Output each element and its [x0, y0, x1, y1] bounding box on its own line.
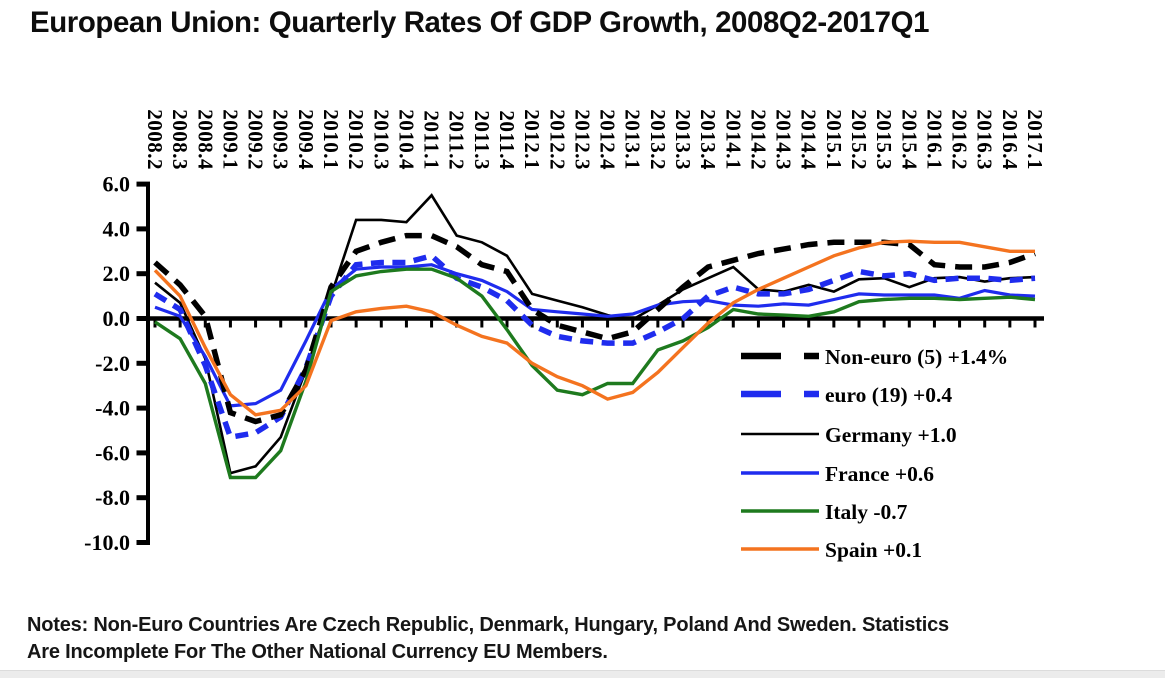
- x-axis-tick-label: 2015.3: [872, 109, 896, 170]
- legend-label-euro: euro (19) +0.4: [825, 383, 952, 407]
- x-axis-tick-label: 2009.1: [218, 109, 242, 170]
- x-axis-tick-label: 2011.2: [445, 110, 469, 170]
- x-axis-tick-label: 2012.1: [520, 109, 544, 170]
- x-axis-tick-label: 2016.2: [948, 109, 972, 170]
- y-axis-tick-label: -2.0: [95, 351, 130, 376]
- x-axis-tick-label: 2013.3: [671, 109, 695, 170]
- legend-label-spain: Spain +0.1: [825, 538, 922, 562]
- x-axis-tick-label: 2009.4: [294, 109, 318, 170]
- chart-title: European Union: Quarterly Rates Of GDP G…: [30, 6, 930, 39]
- series-line-france: [154, 263, 1036, 408]
- x-axis-tick-label: 2014.2: [746, 109, 770, 170]
- x-axis-tick-label: 2008.2: [143, 109, 167, 170]
- x-axis-tick-label: 2011.1: [420, 110, 444, 170]
- x-axis-tick-label: 2015.2: [847, 109, 871, 170]
- x-axis-tick-label: 2014.3: [772, 109, 796, 170]
- bottom-scroll-strip[interactable]: [0, 670, 1165, 678]
- notes-line-2: Are Incomplete For The Other National Cu…: [27, 640, 608, 663]
- series-line-italy: [154, 267, 1036, 480]
- x-axis-tick-label: 2016.3: [973, 109, 997, 170]
- legend-label-italy: Italy -0.7: [825, 500, 908, 524]
- y-axis-tick-label: 2.0: [103, 261, 131, 286]
- x-axis-tick-label: 2016.1: [922, 109, 946, 170]
- x-axis-tick-label: 2013.1: [621, 109, 645, 170]
- x-axis-tick-label: 2015.1: [822, 109, 846, 170]
- y-axis-tick-label: -4.0: [95, 396, 130, 421]
- y-axis-tick-label: 6.0: [103, 172, 131, 197]
- x-axis-tick-label: 2010.2: [344, 109, 368, 170]
- y-axis-tick-label: -8.0: [95, 485, 130, 510]
- x-axis-tick-label: 2009.3: [269, 109, 293, 170]
- gdp-growth-chart: 6.0 4.0 2.0 0.0 -2.0 -4.0 -6.0 -8.0 -10.0 2008.2 2…: [84, 109, 1047, 562]
- x-axis-tick-label: 2015.4: [897, 109, 921, 170]
- notes-line-1: Notes: Non-Euro Countries Are Czech Repu…: [27, 614, 949, 636]
- legend-label-france: France +0.6: [825, 462, 934, 486]
- x-axis-tick-label: 2011.3: [470, 110, 494, 170]
- legend-label-germany: Germany +1.0: [825, 423, 957, 447]
- x-axis-tick-label: 2009.2: [244, 109, 268, 170]
- y-axis-tick-label: -10.0: [84, 530, 130, 555]
- x-axis-tick-label: 2010.4: [394, 109, 418, 170]
- y-axis-tick-label: -6.0: [95, 440, 130, 465]
- x-axis-tick-label: 2014.4: [797, 109, 821, 170]
- x-axis-tick-label: 2011.4: [495, 110, 519, 170]
- x-axis-tick-label: 2012.3: [570, 109, 594, 170]
- x-axis-tick-label: 2010.3: [369, 109, 393, 170]
- x-axis-tick-label: 2014.1: [721, 109, 745, 170]
- series-line-spain: [153, 239, 1035, 417]
- x-axis-tick-label: 2013.4: [696, 109, 720, 170]
- x-axis-tick-label: 2016.4: [998, 109, 1022, 170]
- y-axis-tick-label: 4.0: [103, 216, 131, 241]
- legend-label-non-euro: Non-euro (5) +1.4%: [825, 345, 1008, 369]
- x-axis-tick-label: 2008.3: [168, 109, 192, 170]
- x-axis-tick-label: 2008.4: [193, 109, 217, 170]
- x-axis-tick-label: 2013.2: [646, 109, 670, 170]
- x-axis-tick-label: 2012.4: [596, 109, 620, 170]
- x-axis-tick-label: 2012.2: [545, 109, 569, 170]
- y-axis-tick-label: 0.0: [103, 306, 131, 331]
- x-axis-tick-label: 2017.1: [1023, 109, 1047, 170]
- chart-notes: Notes: Non-Euro Countries Are Czech Repu…: [27, 612, 1152, 665]
- x-axis-tick-label: 2010.1: [319, 109, 343, 170]
